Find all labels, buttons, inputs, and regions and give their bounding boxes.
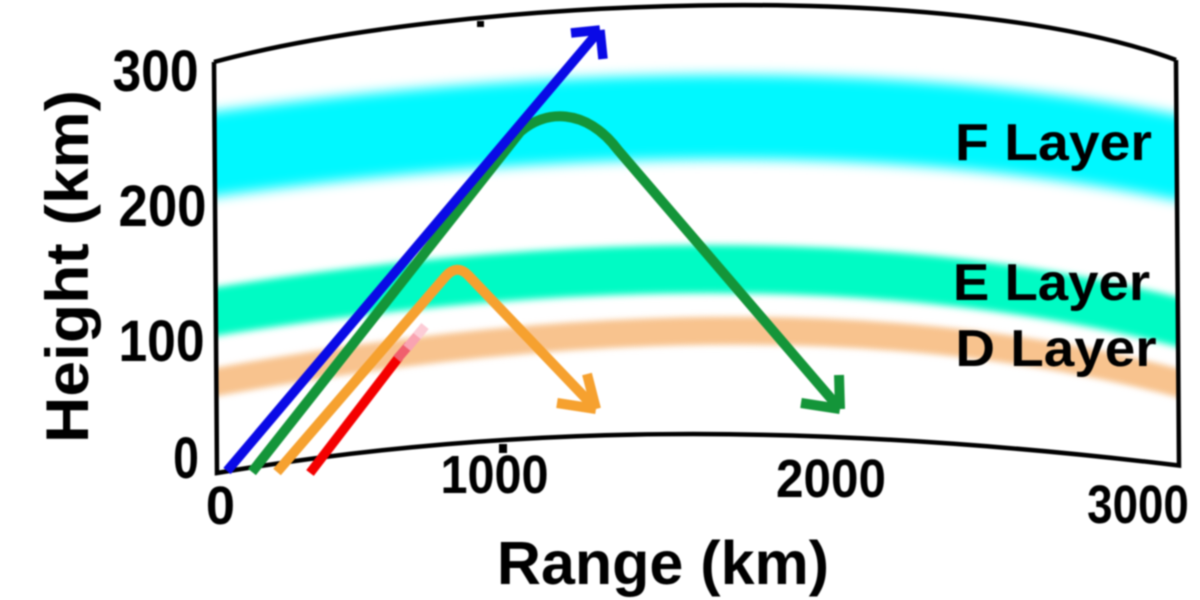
svg-text:0: 0 [206,476,235,536]
svg-text:1000: 1000 [440,444,548,505]
svg-text:2000: 2000 [776,448,886,509]
svg-text:100: 100 [118,308,204,373]
svg-text:300: 300 [112,38,198,103]
svg-text:Range (km): Range (km) [497,529,829,597]
svg-text:E Layer: E Layer [953,254,1150,312]
svg-text:Height (km): Height (km) [35,90,102,443]
svg-text:F Layer: F Layer [955,114,1152,172]
svg-text:3000: 3000 [1087,474,1189,534]
svg-text:D Layer: D Layer [955,320,1156,377]
svg-text:0: 0 [173,426,199,491]
svg-text:200: 200 [118,174,206,239]
